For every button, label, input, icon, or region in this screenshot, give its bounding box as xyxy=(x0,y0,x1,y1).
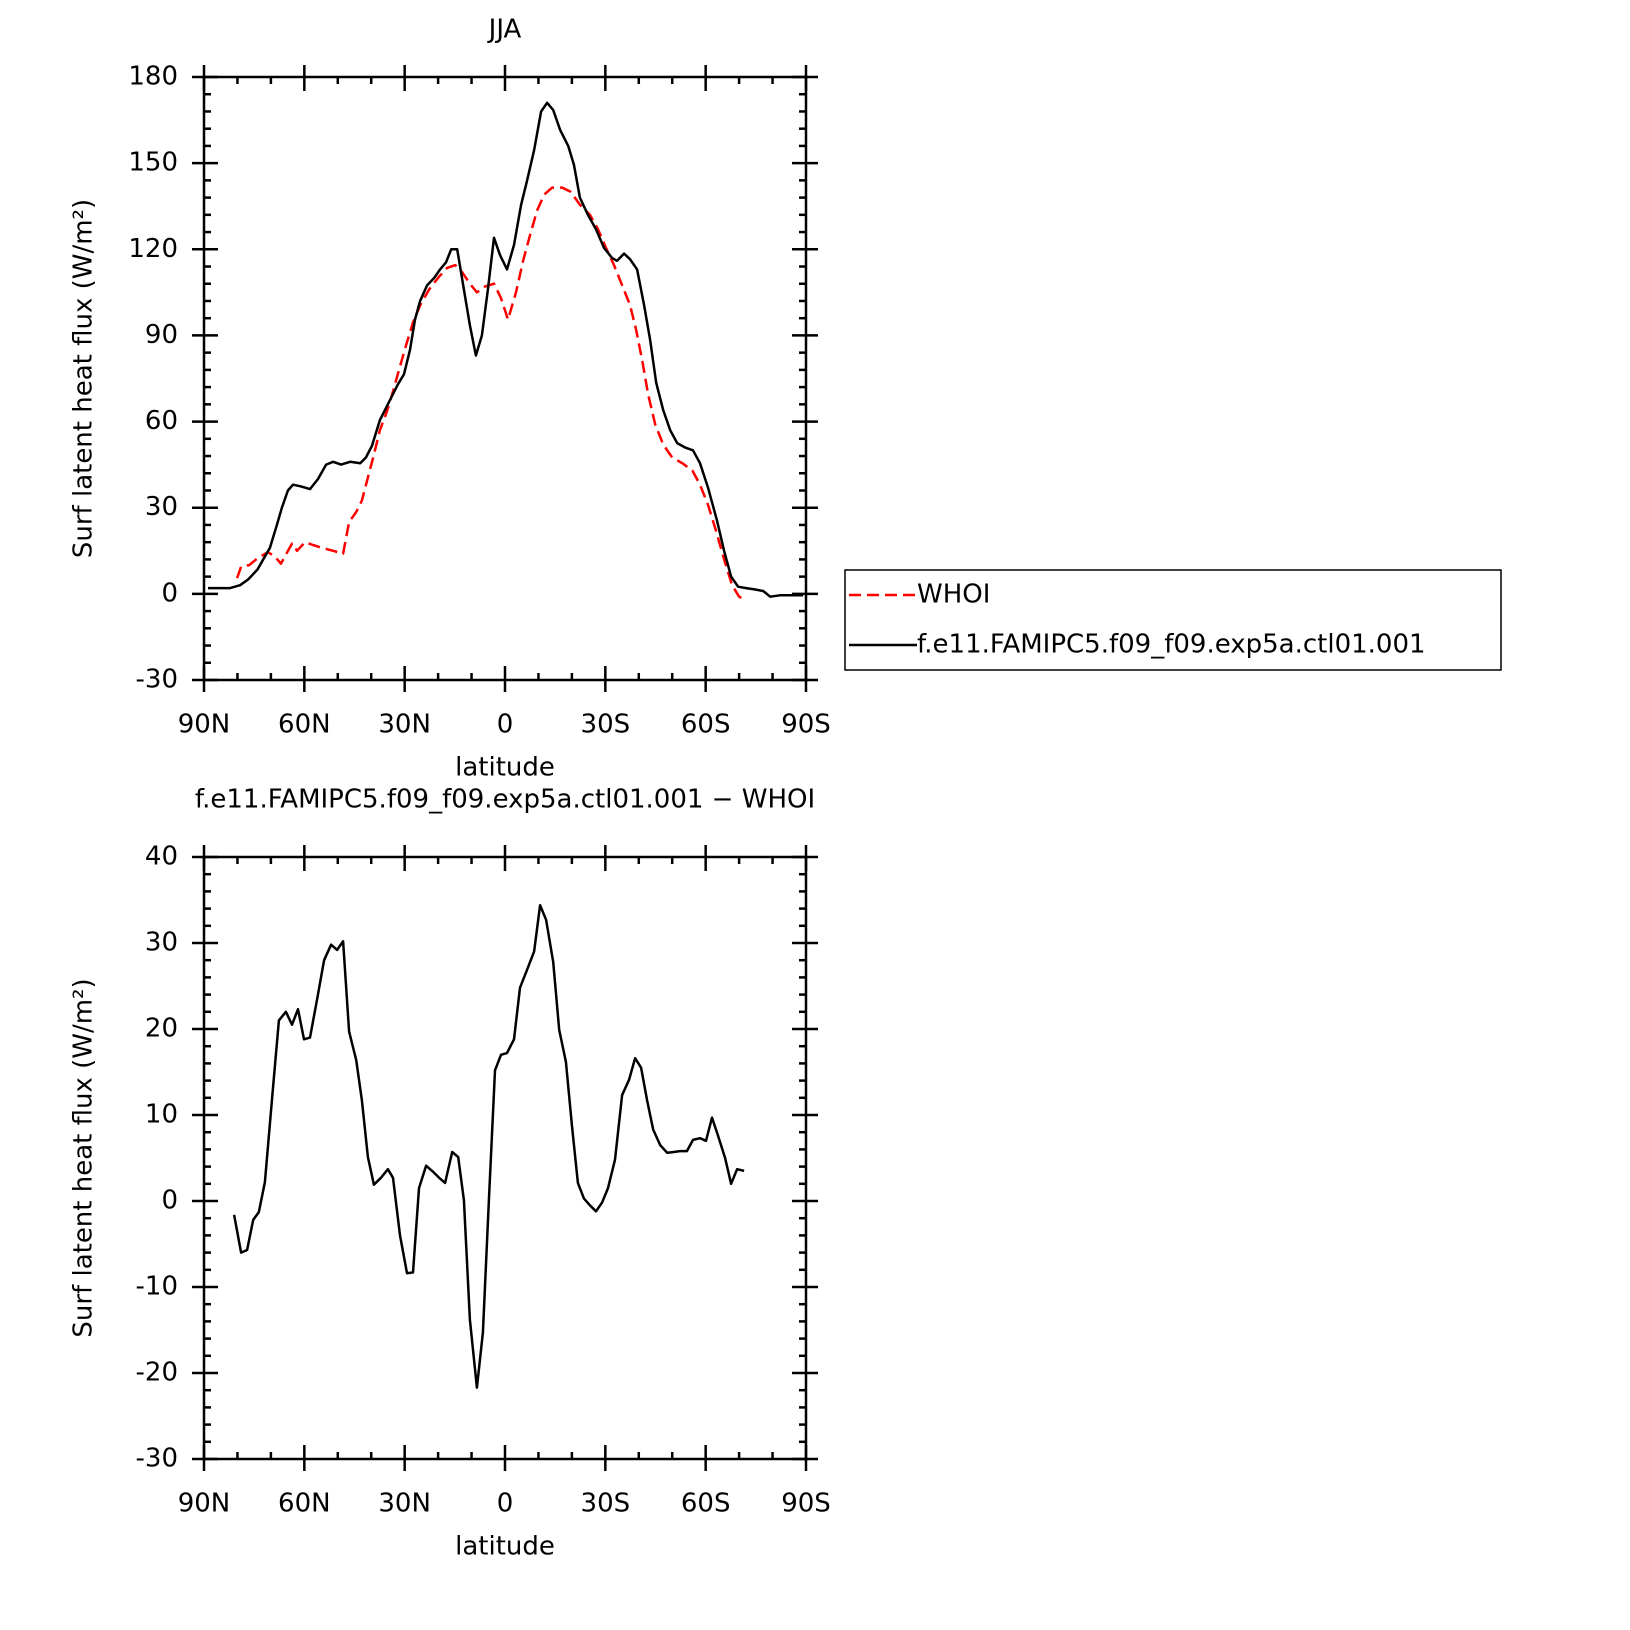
y-tick-label: 30 xyxy=(145,492,178,522)
y-tick-label: 0 xyxy=(161,1186,178,1216)
y-tick-label: 0 xyxy=(161,578,178,608)
y-tick-label: -10 xyxy=(136,1272,178,1302)
x-tick-label: 90N xyxy=(178,710,231,740)
data-line xyxy=(235,186,746,601)
legend-box xyxy=(844,569,1502,671)
plot-frame xyxy=(202,75,808,682)
x-tick-label: 60N xyxy=(278,1489,331,1519)
y-tick-label: -30 xyxy=(136,665,178,695)
data-line xyxy=(232,903,745,1389)
chart-title: JJA xyxy=(487,15,522,45)
y-tick-label: -30 xyxy=(136,1444,178,1474)
chart-title: f.e11.FAMIPC5.f09_f09.exp5a.ctl01.001 − … xyxy=(195,785,815,815)
x-tick-label: 30S xyxy=(581,710,631,740)
x-tick-label: 90S xyxy=(781,1489,831,1519)
y-tick-label: -20 xyxy=(136,1358,178,1388)
y-axis-label: Surf latent heat flux (W/m²) xyxy=(69,978,99,1337)
x-tick-label: 30N xyxy=(378,710,431,740)
x-tick-label: 30N xyxy=(378,1489,431,1519)
y-axis-label: Surf latent heat flux (W/m²) xyxy=(69,199,99,558)
legend-label: f.e11.FAMIPC5.f09_f09.exp5a.ctl01.001 xyxy=(917,630,1426,660)
x-tick-label: 60S xyxy=(681,1489,731,1519)
y-tick-label: 60 xyxy=(145,406,178,436)
y-tick-label: 40 xyxy=(145,842,178,872)
y-tick-label: 10 xyxy=(145,1100,178,1130)
y-tick-label: 20 xyxy=(145,1014,178,1044)
data-line xyxy=(208,101,803,598)
legend-label: WHOI xyxy=(917,580,990,610)
x-tick-label: 0 xyxy=(497,710,514,740)
y-tick-label: 180 xyxy=(128,62,178,92)
y-tick-label: 30 xyxy=(145,928,178,958)
x-tick-label: 90S xyxy=(781,710,831,740)
x-tick-label: 30S xyxy=(581,1489,631,1519)
y-tick-label: 90 xyxy=(145,320,178,350)
y-tick-label: 120 xyxy=(128,234,178,264)
y-tick-label: 150 xyxy=(128,148,178,178)
x-axis-label: latitude xyxy=(455,753,555,783)
x-tick-label: 90N xyxy=(178,1489,231,1519)
x-axis-label: latitude xyxy=(455,1532,555,1562)
x-tick-label: 60S xyxy=(681,710,731,740)
x-tick-label: 60N xyxy=(278,710,331,740)
x-tick-label: 0 xyxy=(497,1489,514,1519)
plot-frame xyxy=(202,855,808,1461)
